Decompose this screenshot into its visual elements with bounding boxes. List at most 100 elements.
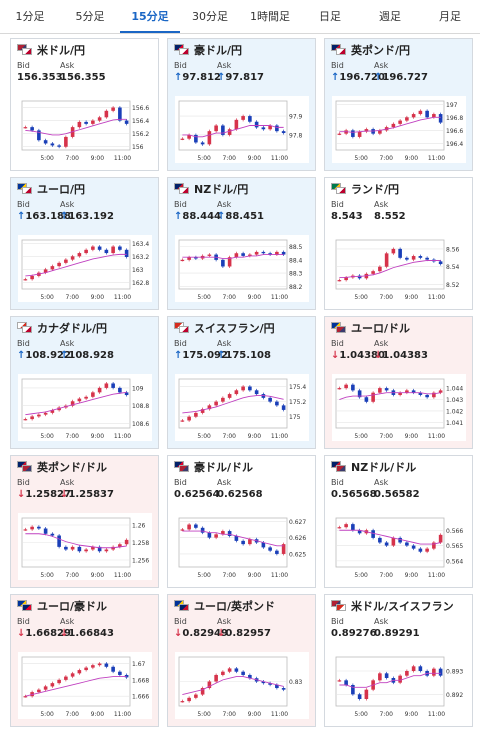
candle: [384, 542, 389, 546]
currency-pair-name[interactable]: ユーロ/円: [37, 183, 86, 196]
currency-pair-name[interactable]: 豪ドル/ドル: [194, 461, 254, 474]
chart-frame: [21, 100, 131, 151]
y-tick-label: 156.2: [132, 131, 149, 138]
currency-pair-name[interactable]: 英ポンド/ドル: [37, 461, 108, 474]
currency-pair-name[interactable]: 米ドル/円: [37, 44, 86, 57]
candle: [418, 392, 423, 395]
arrow-up-icon: ↑: [174, 211, 183, 222]
x-tick-label: 11:00: [271, 155, 288, 162]
x-tick-label: 5:00: [354, 155, 368, 162]
rate-card[interactable]: ユーロ/ドル Bid Ask ↓1.04380 ↓1.04383 1.044 1.043 1.…: [324, 316, 473, 449]
candle: [221, 397, 225, 402]
ask-label: Ask: [374, 617, 389, 626]
bid-value: ↑88.444: [174, 211, 221, 222]
currency-flags-icon: [17, 600, 33, 612]
candle: [207, 131, 212, 145]
rate-card[interactable]: ユーロ/円 Bid Ask ↑163.188 ↑163.192 163.4 163.2 163…: [10, 177, 159, 310]
tab-timeframe[interactable]: 15分足: [120, 0, 180, 33]
tab-timeframe[interactable]: 週足: [379, 10, 401, 23]
rate-card[interactable]: 米ドル/スイスフラン Bid Ask 0.89276 0.89291 0.893 0.892…: [324, 594, 473, 727]
x-tick-label: 7:00: [379, 433, 393, 440]
candle: [207, 254, 212, 256]
currency-pair-name[interactable]: スイスフラン/円: [194, 322, 275, 335]
moving-average-line: [25, 533, 127, 549]
rate-card[interactable]: ランド/円 Bid Ask 8.543 8.552 8.56 8.54 8.52 5:00 7:0…: [324, 177, 473, 310]
candle: [118, 387, 122, 393]
bid-label: Bid: [331, 200, 344, 209]
candle: [241, 540, 245, 545]
currency-pair-name[interactable]: カナダドル/円: [37, 322, 108, 335]
candle: [337, 527, 342, 529]
y-tick-label: 1.67: [132, 661, 146, 668]
rate-card-header: 米ドル/円: [17, 43, 85, 57]
currency-pair-name[interactable]: ユーロ/英ポンド: [194, 600, 276, 613]
bid-label: Bid: [331, 617, 344, 626]
candle: [91, 120, 95, 124]
tab-timeframe[interactable]: 1分足: [15, 10, 45, 23]
currency-pair-name[interactable]: ユーロ/豪ドル: [37, 600, 108, 613]
tab-timeframe[interactable]: 日足: [319, 10, 341, 23]
tab-timeframe[interactable]: 月足: [439, 10, 461, 23]
ask-value: ↑97.817: [217, 72, 264, 83]
arrow-up-icon: ↑: [217, 211, 226, 222]
rate-card[interactable]: カナダドル/円 Bid Ask ↑108.922 ↑108.928 109 108.8 108…: [10, 316, 159, 449]
candle: [234, 390, 239, 395]
ask-value-text: 1.25837: [68, 489, 114, 500]
moving-average-line: [25, 391, 127, 416]
currency-pair-name[interactable]: 米ドル/スイスフラン: [351, 600, 454, 613]
rate-card[interactable]: NZドル/円 Bid Ask ↑88.444 ↑88.451 88.5 88.4 88.3 88…: [167, 177, 316, 310]
y-tick-label: 196.8: [446, 115, 463, 122]
x-tick-label: 5:00: [197, 572, 211, 579]
tab-timeframe[interactable]: 1時間足: [250, 10, 290, 23]
currency-pair-name[interactable]: NZドル/円: [194, 183, 249, 196]
currency-flags-icon: [331, 600, 347, 612]
rate-card[interactable]: 英ポンド/ドル Bid Ask ↓1.25827 ↓1.25837 1.26 1.258 1.…: [10, 455, 159, 588]
candle: [378, 537, 382, 543]
candle: [268, 125, 272, 130]
rate-card-header: ユーロ/豪ドル: [17, 599, 107, 613]
chart-frame: [178, 239, 288, 290]
rate-card-header: ユーロ/円: [17, 182, 85, 196]
bid-value-text: 0.82949: [182, 628, 228, 639]
arrow-up-icon: ↑: [217, 350, 226, 361]
candle: [351, 130, 355, 137]
candle: [364, 397, 369, 402]
candle: [104, 549, 109, 552]
currency-pair-name[interactable]: ランド/円: [351, 183, 400, 196]
rate-card[interactable]: 豪ドル/ドル Bid Ask 0.62564 0.62568 0.627 0.626 0.62…: [167, 455, 316, 588]
ask-label: Ask: [217, 61, 232, 70]
candle: [23, 529, 28, 531]
rate-card[interactable]: 豪ドル/円 Bid Ask ↑97.812 ↑97.817 97.9 97.8 5:00 7:0…: [167, 38, 316, 171]
ask-value: ↓1.25837: [60, 489, 114, 500]
ask-value: 0.89291: [374, 628, 420, 639]
candle: [425, 110, 429, 118]
ask-value: 8.552: [374, 211, 406, 222]
tab-timeframe[interactable]: 30分足: [192, 10, 228, 23]
y-tick-label: 1.043: [446, 397, 463, 404]
candle: [43, 140, 48, 144]
candle: [438, 261, 443, 265]
rate-card[interactable]: 英ポンド/円 Bid Ask ↑196.720 ↑196.727 197 196.8 196.…: [324, 38, 473, 171]
currency-pair-name[interactable]: NZドル/ドル: [351, 461, 417, 474]
candle: [23, 696, 28, 698]
currency-pair-name[interactable]: ユーロ/ドル: [351, 322, 411, 335]
rate-card[interactable]: スイスフラン/円 Bid Ask ↑175.092 ↑175.108 175.4 175.2…: [167, 316, 316, 449]
bid-value: ↓1.04380: [331, 350, 385, 361]
candle: [364, 129, 369, 132]
chart-frame: [178, 378, 288, 429]
currency-pair-name[interactable]: 豪ドル/円: [194, 44, 243, 57]
rate-card[interactable]: 米ドル/円 Bid Ask 156.353 156.355 156.6 156.4 156.2…: [10, 38, 159, 171]
tab-timeframe[interactable]: 5分足: [75, 10, 105, 23]
currency-flags-icon: [331, 461, 347, 473]
bid-label: Bid: [174, 478, 187, 487]
arrow-up-icon: ↑: [17, 211, 26, 222]
rate-card[interactable]: ユーロ/英ポンド Bid Ask ↓0.82949 ↓0.82957 0.83 5:00 7:…: [167, 594, 316, 727]
rate-card[interactable]: NZドル/ドル Bid Ask 0.56568 0.56582 0.566 0.565 0.5…: [324, 455, 473, 588]
price-chart: 156.6 156.4 156.2 156 5:00 7:00 9:00 11:00: [18, 96, 152, 163]
candle: [194, 134, 198, 143]
rate-card[interactable]: ユーロ/豪ドル Bid Ask ↓1.66829 ↓1.66843 1.67 1.668 1.…: [10, 594, 159, 727]
candle: [432, 114, 436, 118]
candle: [398, 120, 402, 124]
currency-pair-name[interactable]: 英ポンド/円: [351, 44, 411, 57]
x-tick-label: 7:00: [65, 294, 79, 301]
